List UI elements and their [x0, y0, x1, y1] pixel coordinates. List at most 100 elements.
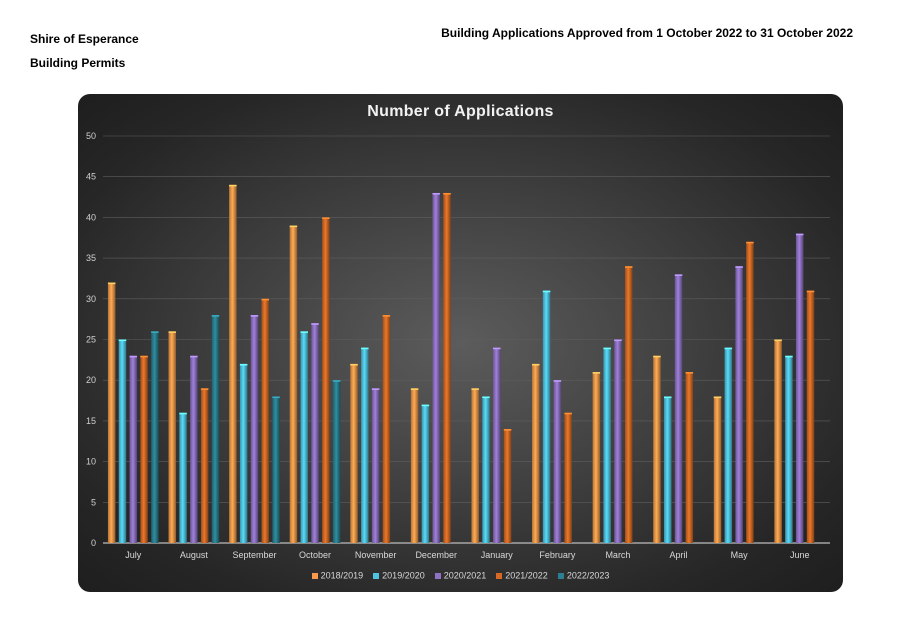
bar-2019-2020-march: [603, 347, 611, 543]
bar-top-cap: [261, 298, 270, 301]
bar-top-cap: [724, 347, 733, 350]
bar-2018-2019-october: [289, 225, 298, 544]
bar-2020-2021-october: [311, 323, 319, 543]
bar-top-cap: [603, 347, 611, 350]
bar-top-cap: [532, 363, 540, 366]
legend-swatch: [434, 572, 441, 579]
x-tick-label: October: [299, 550, 331, 560]
bar-2020-2021-december: [432, 192, 440, 543]
bar-2019-2020-june: [785, 355, 793, 543]
bar-top-cap: [239, 363, 248, 366]
y-tick-label: 25: [86, 335, 96, 345]
bar-top-cap: [746, 241, 754, 244]
bar-top-cap: [311, 323, 319, 325]
y-tick-label: 40: [86, 212, 96, 222]
bar-2021-2022-september: [261, 298, 270, 543]
bar-2020-2021-june: [795, 233, 804, 543]
bar-2020-2021-march: [614, 339, 622, 543]
bar-top-cap: [211, 315, 220, 317]
bar-2018-2019-january: [471, 388, 479, 543]
bar-2018-2019-may: [713, 396, 722, 543]
bar-top-cap: [713, 396, 722, 399]
bar-2018-2019-july: [107, 282, 116, 543]
x-tick-label: May: [731, 550, 749, 560]
legend-swatch: [373, 572, 380, 579]
chart-legend: 2018/2019 2019/2020 2020/2021 2021/2022 2022…: [78, 570, 843, 581]
bar-top-cap: [471, 388, 479, 390]
bar-top-cap: [503, 429, 512, 431]
legend-label: 2020/2021: [443, 570, 487, 581]
legend-item: 2020/2021: [434, 570, 487, 581]
bar-2021-2022-july: [140, 355, 148, 543]
chart-title: Number of Applications: [367, 103, 554, 120]
bar-top-cap: [168, 331, 177, 333]
bar-top-cap: [674, 274, 683, 276]
bar-2019-2020-august: [179, 412, 187, 543]
bar-2020-2021-september: [250, 315, 259, 543]
bar-2019-2020-january: [482, 396, 490, 543]
y-tick-label: 35: [86, 253, 96, 263]
bar-2020-2021-august: [190, 355, 198, 543]
bar-2021-2022-november: [382, 315, 391, 543]
bar-2021-2022-august: [200, 388, 209, 543]
bar-top-cap: [443, 192, 451, 195]
bar-top-cap: [493, 347, 501, 350]
bar-top-cap: [371, 388, 380, 390]
bar-2019-2020-october: [300, 331, 308, 543]
bar-2021-2022-december: [443, 192, 451, 543]
x-tick-label: August: [180, 550, 209, 560]
bar-2021-2022-january: [503, 429, 512, 543]
y-tick-label: 15: [86, 416, 96, 426]
bar-top-cap: [614, 339, 622, 342]
legend-item: 2018/2019: [311, 570, 364, 581]
bar-2019-2020-may: [724, 347, 733, 543]
bar-top-cap: [432, 192, 440, 195]
bar-2020-2021-july: [129, 355, 138, 543]
bar-2022-2023-july: [151, 331, 159, 543]
bar-2018-2019-march: [592, 372, 601, 543]
y-tick-label: 20: [86, 375, 96, 385]
legend-swatch: [557, 572, 564, 579]
bar-2020-2021-february: [553, 380, 562, 543]
bar-top-cap: [289, 225, 298, 228]
bar-top-cap: [553, 380, 562, 382]
bar-top-cap: [107, 282, 116, 285]
bar-2022-2023-october: [332, 380, 341, 543]
bar-top-cap: [592, 372, 601, 374]
bar-2020-2021-january: [493, 347, 501, 543]
bar-top-cap: [151, 331, 159, 333]
bar-top-cap: [482, 396, 490, 399]
bar-top-cap: [685, 372, 694, 374]
legend-item: 2022/2023: [557, 570, 609, 581]
bar-top-cap: [653, 355, 661, 358]
bar-top-cap: [625, 266, 633, 268]
chart-container: Number of Applications 0 5 10 15 20 25 30 35 40 4…: [78, 94, 843, 592]
bar-top-cap: [361, 347, 369, 350]
bar-2019-2020-february: [542, 290, 551, 543]
y-tick-label: 10: [86, 457, 96, 467]
legend-label: 2018/2019: [320, 570, 364, 581]
bar-2019-2020-november: [361, 347, 369, 543]
bar-top-cap: [332, 380, 341, 382]
bar-top-cap: [542, 290, 551, 293]
bar-top-cap: [350, 363, 358, 366]
bar-2020-2021-november: [371, 388, 380, 543]
bar-top-cap: [200, 388, 209, 390]
bar-top-cap: [179, 412, 187, 415]
legend-label: 2019/2020: [382, 570, 425, 581]
bar-top-cap: [190, 355, 198, 358]
bar-top-cap: [129, 355, 138, 358]
bar-2020-2021-may: [735, 266, 743, 543]
bar-top-cap: [140, 355, 148, 358]
bar-2019-2020-july: [118, 339, 127, 543]
y-tick-label: 50: [86, 131, 96, 141]
x-tick-label: March: [605, 550, 630, 560]
bar-2021-2022-february: [564, 412, 572, 543]
department-name: Building Permits: [30, 56, 126, 70]
legend-item: 2019/2020: [373, 570, 425, 581]
bar-top-cap: [382, 315, 391, 317]
legend-swatch: [496, 572, 503, 579]
y-tick-label: 0: [91, 538, 96, 548]
bar-top-cap: [564, 412, 572, 415]
bar-2021-2022-march: [625, 266, 633, 543]
